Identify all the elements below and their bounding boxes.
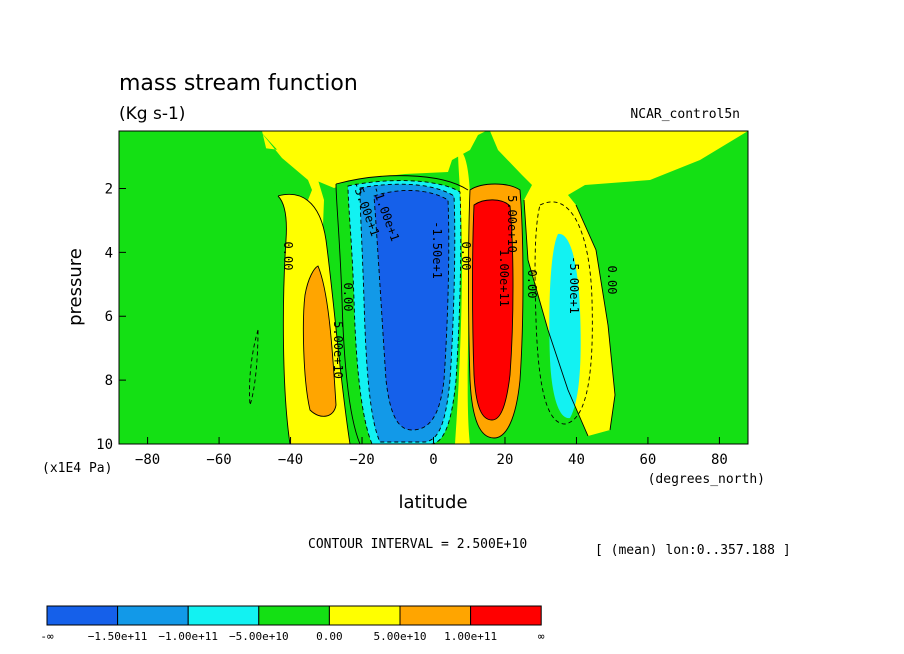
colorbar-segment — [399, 605, 472, 626]
x-axis-label: latitude — [398, 492, 467, 513]
y-tick-label: 6 — [105, 309, 113, 325]
y-tick-label: 8 — [105, 373, 113, 389]
y-tick-label: 2 — [105, 181, 113, 197]
y-tick-label: 10 — [96, 437, 113, 453]
contour-label: 0.00 — [341, 283, 355, 312]
chart-title: mass stream function — [119, 71, 358, 96]
colorbar-label: 1.00e+11 — [444, 630, 497, 643]
contour-pos-sh — [302, 265, 337, 417]
contour-label: -1.50e+1 — [430, 221, 444, 279]
x-tick-label: 0 — [429, 452, 437, 468]
x-tick-label: 40 — [568, 452, 585, 468]
contour-field — [119, 131, 748, 444]
colorbar-label: 5.00e+10 — [374, 630, 427, 643]
colorbar-segment — [470, 605, 542, 626]
case-label: NCAR_control5n — [630, 107, 740, 122]
band-yellow-center-gap — [455, 150, 471, 444]
contour-label: -5.00e+1 — [567, 256, 581, 314]
contour-zero-sh-outer — [277, 195, 291, 444]
x-tick-label: −80 — [135, 452, 160, 468]
band-blue-neg-cell — [374, 190, 449, 430]
x-tick-label: 80 — [711, 452, 728, 468]
colorbar-segment — [46, 605, 119, 626]
colorbar-label: -∞ — [40, 630, 54, 643]
contour-pos-cell-outer — [468, 183, 524, 439]
colorbar-label: −1.50e+11 — [88, 630, 148, 643]
colorbar-segment — [258, 605, 330, 626]
colorbar-segment — [117, 605, 189, 626]
y-axis-units: (x1E4 Pa) — [42, 461, 112, 476]
x-axis-units: (degrees_north) — [648, 472, 765, 487]
contour-label: 1.00e+11 — [497, 249, 511, 307]
contour-label-group: 0.000.005.00e+10-5.00e+1-1.00e+1-1.50e+1… — [281, 179, 619, 379]
chart-units: (Kg s-1) — [119, 104, 185, 124]
x-tick-label: −60 — [206, 452, 231, 468]
contour-zero-sh — [277, 193, 351, 444]
band-red-pos-cell — [472, 199, 513, 420]
x-axis-ticks: −80 −60 −40 −20 0 20 40 60 80 — [135, 437, 728, 468]
mean-info: [ (mean) lon:0..357.188 ] — [595, 543, 791, 558]
y-axis-label: pressure — [65, 248, 86, 326]
contour-dash-2 — [359, 183, 456, 443]
contour-zero-neg-cell — [335, 175, 469, 444]
contour-label: 0.00 — [525, 270, 539, 299]
contour-label: 0.00 — [459, 242, 473, 271]
contour-label: 0.00 — [605, 266, 619, 295]
band-green-left-interior — [119, 131, 276, 444]
contour-interval: CONTOUR INTERVAL = 2.500E+10 — [308, 537, 527, 552]
colorbar-label: 0.00 — [316, 630, 343, 643]
contour-nh-cell — [534, 201, 593, 425]
x-tick-label: −20 — [349, 452, 374, 468]
colorbar-label: ∞ — [538, 630, 545, 643]
contour-label: 5.00e+10 — [505, 195, 519, 253]
colorbar-segment — [187, 605, 260, 626]
contour-label: 0.00 — [281, 242, 295, 271]
contour-pos-cell-inner — [472, 199, 514, 421]
x-tick-label: 60 — [640, 452, 657, 468]
band-cyan-nh-cell — [549, 233, 581, 419]
x-tick-label: −40 — [278, 452, 303, 468]
colorbar-label: −5.00e+10 — [229, 630, 289, 643]
band-orange-sh-cell — [303, 266, 336, 417]
contour-label: 5.00e+10 — [331, 321, 345, 379]
colorbar-segment — [328, 605, 401, 626]
contour-lines — [249, 175, 616, 444]
colorbar: -∞ −1.50e+11 −1.00e+11 −5.00e+10 0.00 5.00e+1… — [40, 605, 545, 643]
x-tick-label: 20 — [497, 452, 514, 468]
y-tick-label: 4 — [105, 245, 113, 261]
contour-nh-zero — [523, 199, 616, 437]
contour-dash-3 — [373, 189, 450, 431]
colorbar-label: −1.00e+11 — [158, 630, 218, 643]
y-axis-ticks: 2 4 6 8 10 — [96, 181, 126, 453]
